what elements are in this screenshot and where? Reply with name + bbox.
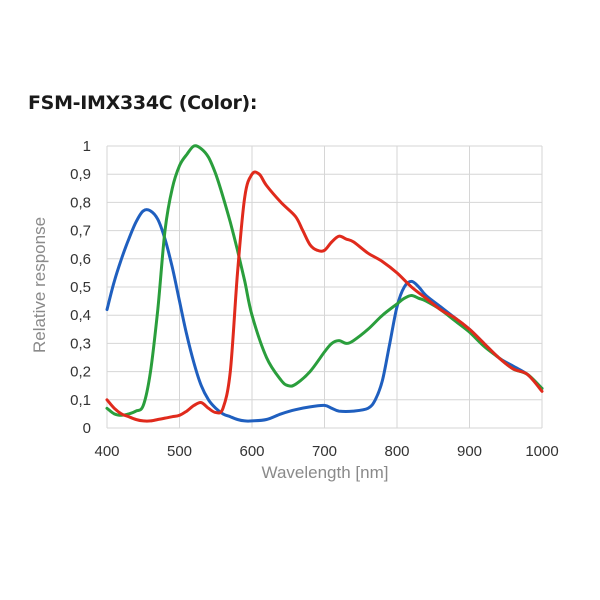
grid (106, 145, 543, 429)
y-axis-title: Relative response (30, 217, 49, 353)
y-tick-label: 0,3 (70, 335, 91, 352)
x-tick-label: 900 (457, 443, 482, 460)
y-tick-label: 0,4 (70, 307, 91, 324)
y-tick-label: 1 (83, 138, 91, 155)
y-tick-label: 0,6 (70, 251, 91, 268)
y-axis-ticks: 0 0,1 0,2 0,3 0,4 0,5 0,6 0,7 0,8 0,9 1 (70, 138, 91, 437)
x-axis-ticks: 400 500 600 700 800 900 1000 (94, 443, 558, 460)
y-tick-label: 0,7 (70, 223, 91, 240)
x-tick-label: 600 (239, 443, 264, 460)
y-tick-label: 0,5 (70, 279, 91, 296)
y-tick-label: 0,8 (70, 194, 91, 211)
series-line-3 (105, 170, 544, 423)
x-axis-title: Wavelength [nm] (262, 463, 389, 482)
x-tick-label: 1000 (525, 443, 558, 460)
y-tick-label: 0,1 (70, 392, 91, 409)
y-tick-label: 0,2 (70, 364, 91, 381)
series-line-1 (105, 208, 544, 423)
x-tick-label: 400 (94, 443, 119, 460)
chart-title: FSM-IMX334C (Color): (28, 92, 258, 114)
series-lines (105, 144, 544, 423)
x-tick-label: 500 (167, 443, 192, 460)
x-tick-label: 700 (312, 443, 337, 460)
x-tick-label: 800 (384, 443, 409, 460)
y-tick-label: 0 (83, 420, 91, 437)
y-tick-label: 0,9 (70, 166, 91, 183)
